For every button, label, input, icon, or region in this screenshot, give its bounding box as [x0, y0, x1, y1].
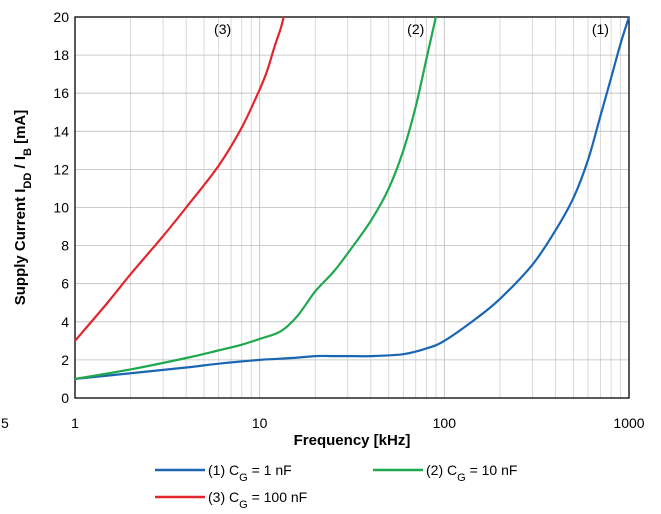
- x-tick-label: 100: [433, 415, 457, 431]
- y-axis-title-part: Supply Current I: [12, 189, 29, 306]
- y-tick-label: 8: [61, 238, 69, 254]
- legend-item-1: (1) CG = 1 nF: [155, 462, 292, 484]
- y-axis-title-part: DD: [22, 173, 34, 189]
- legend: (1) CG = 1 nF (2) CG = 10 nF(3) CG = 100 …: [155, 462, 517, 511]
- tick-labels: 0 2 4 6 8 10 12 14 16 18 20 1 10 100 1000: [53, 9, 644, 431]
- legend-label: (3) CG = 100 nF: [208, 489, 307, 511]
- legend-item-3: (3) CG = 100 nF: [155, 489, 307, 511]
- plot-frame: [74, 16, 630, 399]
- y-tick-label: 4: [61, 314, 69, 330]
- y-tick-label: 12: [53, 161, 69, 177]
- curve-labels: (1) (2) (3): [214, 21, 609, 37]
- legend-label-part: G: [239, 472, 248, 484]
- legend-label: (2) CG = 10 nF: [426, 462, 517, 484]
- stray-axis-label: 5: [1, 415, 9, 431]
- x-tick-label: 1000: [613, 415, 644, 431]
- y-tick-label: 2: [61, 352, 69, 368]
- series-group: [74, 16, 631, 381]
- series-line-3: [74, 16, 285, 342]
- y-tick-label: 14: [53, 123, 69, 139]
- curve-label-2: (2): [407, 21, 424, 37]
- legend-label-part: = 100 nF: [248, 489, 308, 505]
- x-tick-label: 1: [71, 415, 79, 431]
- x-axis-title: Frequency [kHz]: [294, 432, 411, 449]
- curve-label-3: (3): [214, 21, 231, 37]
- y-axis-title-part: [mA]: [12, 110, 29, 148]
- legend-label: (1) CG = 1 nF: [208, 462, 292, 484]
- legend-label-part: (3) C: [208, 489, 239, 505]
- y-tick-label: 16: [53, 85, 69, 101]
- legend-label-part: G: [457, 472, 466, 484]
- y-tick-label: 10: [53, 200, 69, 216]
- legend-label-part: (2) C: [426, 462, 457, 478]
- curve-label-1: (1): [592, 21, 609, 37]
- legend-item-2: (2) CG = 10 nF: [373, 462, 517, 484]
- legend-label-part: = 10 nF: [466, 462, 518, 478]
- y-tick-label: 20: [53, 9, 69, 25]
- y-tick-label: 18: [53, 47, 69, 63]
- x-tick-label: 10: [252, 415, 268, 431]
- y-axis-title-part: / I: [12, 156, 29, 173]
- y-tick-label: 0: [61, 390, 69, 406]
- y-tick-label: 6: [61, 276, 69, 292]
- legend-label-part: G: [239, 499, 248, 511]
- series-line-1: [74, 16, 631, 381]
- y-axis-title: Supply Current IDD / IB [mA]: [12, 110, 34, 306]
- grid-lines: [74, 16, 629, 399]
- series-line-2: [74, 16, 437, 381]
- legend-label-part: (1) C: [208, 462, 239, 478]
- y-axis-title-part: B: [22, 148, 34, 156]
- legend-label-part: = 1 nF: [248, 462, 292, 478]
